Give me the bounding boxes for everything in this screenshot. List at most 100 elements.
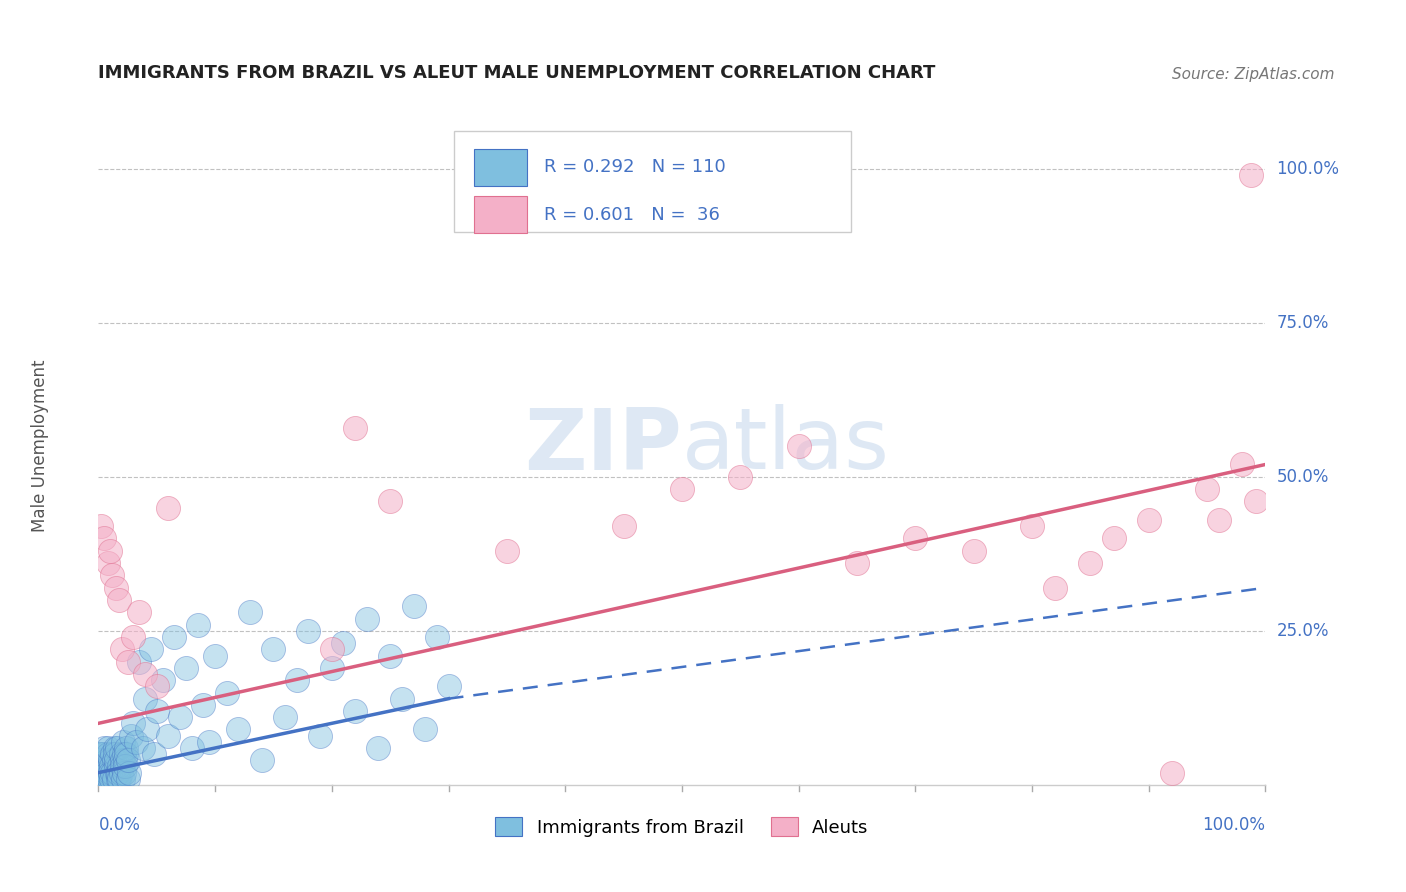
Point	[356, 611, 378, 625]
Text: Source: ZipAtlas.com: Source: ZipAtlas.com	[1173, 67, 1334, 82]
Point	[105, 741, 128, 756]
Point	[93, 532, 115, 546]
Point	[101, 747, 124, 761]
Point	[1137, 513, 1160, 527]
Point	[1045, 581, 1067, 595]
Point	[112, 747, 135, 761]
Point	[122, 630, 145, 644]
Point	[125, 735, 148, 749]
Text: IMMIGRANTS FROM BRAZIL VS ALEUT MALE UNEMPLOYMENT CORRELATION CHART: IMMIGRANTS FROM BRAZIL VS ALEUT MALE UNE…	[98, 64, 936, 82]
Point	[96, 765, 118, 780]
Point	[97, 556, 120, 570]
Point	[962, 543, 984, 558]
Point	[94, 759, 117, 773]
Point	[90, 772, 112, 786]
Point	[904, 532, 927, 546]
Point	[1195, 482, 1218, 496]
Point	[98, 765, 121, 780]
Text: atlas: atlas	[682, 404, 890, 488]
Point	[262, 642, 284, 657]
Point	[97, 772, 120, 786]
Point	[104, 753, 127, 767]
Point	[90, 772, 112, 786]
Point	[114, 759, 136, 773]
Point	[111, 753, 134, 767]
Point	[100, 759, 122, 773]
Point	[1244, 494, 1267, 508]
Point	[496, 543, 519, 558]
Point	[91, 772, 114, 786]
Point	[215, 685, 238, 699]
Point	[90, 765, 112, 780]
Point	[367, 741, 389, 756]
Point	[146, 704, 169, 718]
Text: 25.0%: 25.0%	[1277, 622, 1329, 640]
Point	[391, 691, 413, 706]
Point	[112, 765, 135, 780]
Point	[297, 624, 319, 638]
Point	[111, 772, 134, 786]
Point	[1102, 532, 1125, 546]
Point	[128, 655, 150, 669]
Point	[89, 772, 111, 786]
Point	[132, 741, 155, 756]
Point	[90, 772, 112, 786]
Point	[97, 747, 120, 761]
Point	[104, 741, 127, 756]
Point	[111, 642, 134, 657]
Point	[94, 753, 117, 767]
Point	[128, 606, 150, 620]
Text: R = 0.601   N =  36: R = 0.601 N = 36	[544, 206, 720, 224]
Point	[91, 759, 114, 773]
Point	[96, 772, 118, 786]
Legend: Immigrants from Brazil, Aleuts: Immigrants from Brazil, Aleuts	[488, 810, 876, 844]
Text: 100.0%: 100.0%	[1277, 160, 1340, 178]
Point	[1080, 556, 1102, 570]
Point	[108, 593, 131, 607]
Point	[89, 765, 111, 780]
Point	[1161, 765, 1184, 780]
Point	[114, 753, 136, 767]
Point	[198, 735, 221, 749]
Point	[321, 642, 343, 657]
Point	[1240, 168, 1263, 182]
Point	[174, 661, 197, 675]
Point	[118, 765, 141, 780]
Point	[152, 673, 174, 688]
Point	[104, 581, 127, 595]
Point	[104, 747, 127, 761]
Point	[89, 759, 111, 773]
Point	[94, 772, 117, 786]
Point	[671, 482, 693, 496]
Bar	[474, 196, 527, 234]
Text: 0.0%: 0.0%	[98, 815, 141, 833]
Point	[101, 568, 124, 582]
Point	[117, 655, 139, 669]
Point	[437, 679, 460, 693]
Point	[98, 543, 121, 558]
Point	[107, 772, 129, 786]
Point	[93, 765, 115, 780]
Point	[98, 753, 121, 767]
Point	[134, 691, 156, 706]
Point	[115, 741, 138, 756]
Point	[90, 759, 112, 773]
Point	[97, 759, 120, 773]
Point	[91, 772, 114, 786]
Point	[1021, 519, 1043, 533]
Point	[90, 759, 112, 773]
Point	[100, 772, 122, 786]
Point	[180, 741, 202, 756]
Point	[285, 673, 308, 688]
Point	[105, 765, 128, 780]
Point	[89, 753, 111, 767]
Point	[108, 772, 131, 786]
Point	[344, 420, 367, 434]
Point	[613, 519, 636, 533]
Text: 50.0%: 50.0%	[1277, 467, 1329, 486]
Bar	[474, 149, 527, 186]
Point	[163, 630, 186, 644]
Text: R = 0.292   N = 110: R = 0.292 N = 110	[544, 159, 725, 177]
Text: Male Unemployment: Male Unemployment	[31, 359, 49, 533]
Point	[136, 723, 159, 737]
